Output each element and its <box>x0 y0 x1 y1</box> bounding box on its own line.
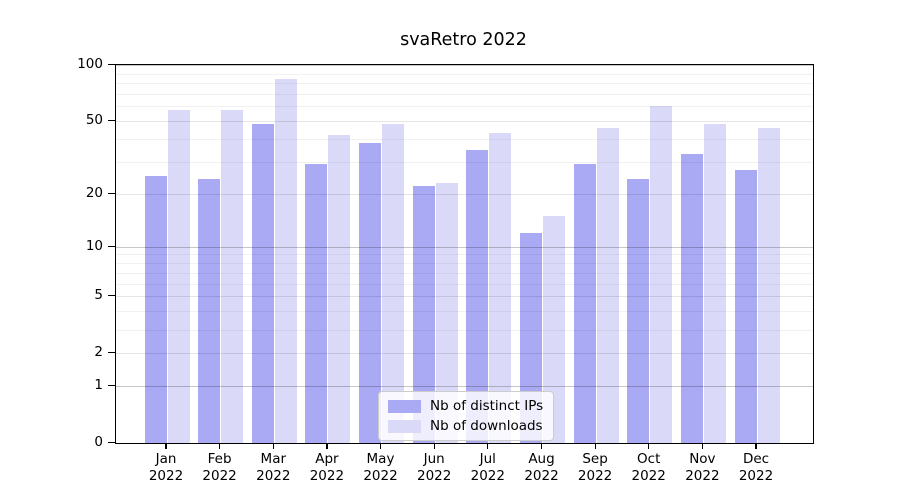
y-tick-label: 10 <box>85 237 103 254</box>
x-tick-mark <box>272 443 274 449</box>
bar-distinct-ips-aug <box>520 232 542 443</box>
y-gridline-minor <box>116 272 813 274</box>
y-gridline <box>116 353 813 354</box>
x-tick-mark <box>648 443 650 449</box>
x-tick-mark <box>379 443 382 449</box>
x-tick-label: Jun 2022 <box>417 451 452 484</box>
x-tick-mark <box>540 443 543 449</box>
bar-distinct-ips-jun <box>412 186 435 443</box>
x-tick-label: May 2022 <box>363 451 398 484</box>
bar-distinct-ips-jul <box>466 149 489 443</box>
x-tick-label: Apr 2022 <box>309 451 345 484</box>
x-tick-mark <box>487 443 489 449</box>
legend: Nb of distinct IPs Nb of downloads <box>378 391 555 441</box>
y-tick-mark <box>108 352 115 354</box>
y-tick-mark <box>108 385 115 387</box>
bar-distinct-ips-sep <box>573 164 596 443</box>
y-tick-label: 0 <box>94 434 103 450</box>
y-gridline <box>116 246 813 248</box>
y-tick-mark <box>108 120 115 122</box>
bar-downloads-mar <box>274 79 297 443</box>
bar-distinct-ips-apr <box>305 164 328 443</box>
bar-downloads-jan <box>167 110 190 443</box>
bar-downloads-may <box>382 124 404 443</box>
x-tick-label: Oct 2022 <box>631 451 666 484</box>
bar-downloads-dec <box>757 127 780 443</box>
y-tick-mark <box>108 64 115 66</box>
bar-distinct-ips-jan <box>144 176 167 443</box>
bar-distinct-ips-may <box>359 142 381 443</box>
x-tick-label: Sep 2022 <box>577 451 613 484</box>
x-tick-label: Dec 2022 <box>738 451 774 484</box>
y-tick-label: 2 <box>94 344 103 360</box>
legend-label-downloads: Nb of downloads <box>430 418 543 434</box>
bar-distinct-ips-nov <box>680 154 703 443</box>
plot-area <box>115 64 814 444</box>
chart-title: svaRetro 2022 <box>400 30 527 50</box>
bar-downloads-jun <box>435 182 458 443</box>
y-gridline <box>116 296 813 298</box>
x-tick-label: Mar 2022 <box>256 451 291 484</box>
x-tick-mark <box>701 443 704 449</box>
legend-swatch-downloads <box>388 419 421 433</box>
y-tick-mark <box>108 442 115 444</box>
y-gridline <box>116 386 813 388</box>
x-tick-label: Feb 2022 <box>202 451 237 484</box>
y-gridline <box>116 193 813 195</box>
bar-downloads-aug <box>543 215 565 443</box>
y-gridline-minor <box>116 83 813 85</box>
y-gridline-minor <box>116 93 813 95</box>
y-tick-label: 5 <box>94 287 103 304</box>
legend-label-distinct-ips: Nb of distinct IPs <box>430 398 544 414</box>
y-tick-mark <box>108 245 115 247</box>
bar-downloads-feb <box>221 110 244 443</box>
legend-item-downloads: Nb of downloads <box>388 418 543 434</box>
y-gridline-minor <box>116 263 813 264</box>
bar-downloads-apr <box>328 134 351 443</box>
x-tick-label: Jan 2022 <box>148 451 184 484</box>
bar-distinct-ips-feb <box>198 179 221 443</box>
y-tick-label: 100 <box>77 56 103 72</box>
y-gridline-minor <box>116 311 813 313</box>
y-gridline-minor <box>116 283 813 285</box>
x-tick-mark <box>755 443 757 449</box>
x-tick-mark <box>165 443 167 449</box>
legend-swatch-distinct-ips <box>388 399 421 413</box>
bar-distinct-ips-oct <box>627 179 650 443</box>
y-gridline-minor <box>116 138 813 140</box>
x-tick-mark <box>594 443 596 449</box>
y-tick-label: 1 <box>94 377 103 394</box>
bar-downloads-nov <box>703 124 726 443</box>
bar-distinct-ips-mar <box>251 124 274 443</box>
y-gridline <box>116 121 813 122</box>
y-gridline-minor <box>116 254 813 256</box>
y-gridline <box>116 65 813 66</box>
y-tick-label: 20 <box>85 184 103 201</box>
x-tick-mark <box>433 443 435 449</box>
y-gridline-minor <box>116 161 813 163</box>
bar-downloads-jul <box>489 133 512 443</box>
bar-downloads-sep <box>596 127 619 443</box>
x-tick-label: Nov 2022 <box>685 451 720 484</box>
y-tick-label: 50 <box>85 112 103 128</box>
x-tick-mark <box>326 443 328 449</box>
x-tick-label: Jul 2022 <box>470 451 505 484</box>
x-tick-mark <box>219 443 221 449</box>
legend-item-distinct-ips: Nb of distinct IPs <box>388 398 543 414</box>
bar-distinct-ips-dec <box>734 170 757 443</box>
y-gridline-minor <box>116 73 813 75</box>
y-tick-mark <box>108 295 115 297</box>
y-gridline-minor <box>116 329 813 331</box>
x-tick-label: Aug 2022 <box>524 451 559 484</box>
y-tick-mark <box>108 192 115 194</box>
bar-downloads-oct <box>650 106 673 443</box>
y-gridline-minor <box>116 106 813 108</box>
